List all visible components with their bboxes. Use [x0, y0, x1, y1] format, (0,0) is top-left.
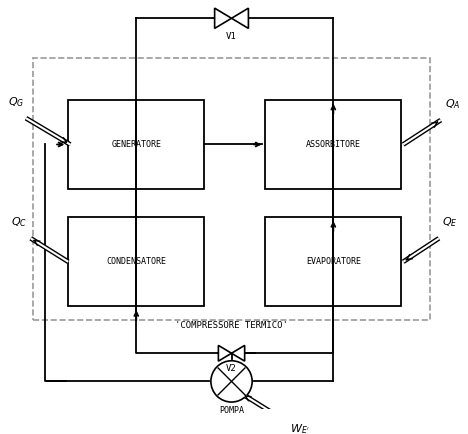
Text: EVAPORATORE: EVAPORATORE [306, 257, 361, 266]
Text: $Q_E$: $Q_E$ [442, 215, 458, 229]
Polygon shape [219, 345, 232, 361]
Text: GENERATORE: GENERATORE [111, 140, 161, 149]
Text: $Q_A$: $Q_A$ [445, 97, 461, 111]
Bar [265, 217, 402, 306]
Circle shape [211, 361, 252, 402]
Text: $Q_C$: $Q_C$ [11, 215, 28, 229]
Polygon shape [215, 8, 232, 28]
Polygon shape [232, 345, 245, 361]
Text: 'COMPRESSORE TERMICO': 'COMPRESSORE TERMICO' [175, 321, 288, 329]
Polygon shape [232, 8, 249, 28]
Text: CONDENSATORE: CONDENSATORE [106, 257, 166, 266]
Bar [68, 217, 205, 306]
Text: V2: V2 [226, 364, 237, 373]
Bar [265, 100, 402, 189]
Bar [68, 100, 205, 189]
Text: POMPA: POMPA [219, 406, 244, 415]
Text: V1: V1 [226, 32, 237, 41]
Bar [33, 58, 431, 320]
Text: $Q_G$: $Q_G$ [8, 95, 25, 109]
Text: $W_{E'}$: $W_{E'}$ [290, 423, 310, 434]
Text: ASSORBITORE: ASSORBITORE [306, 140, 361, 149]
